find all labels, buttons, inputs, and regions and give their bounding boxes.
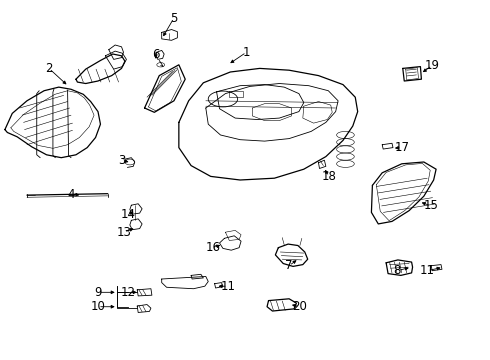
Text: 12: 12	[121, 286, 136, 299]
Text: 17: 17	[394, 141, 409, 154]
Text: 18: 18	[322, 170, 337, 183]
Text: 11: 11	[220, 280, 235, 293]
Text: 11: 11	[420, 264, 435, 277]
Text: 6: 6	[152, 48, 160, 61]
Text: 4: 4	[67, 188, 75, 201]
Text: 1: 1	[243, 46, 250, 59]
Text: 8: 8	[393, 264, 401, 277]
Text: 7: 7	[285, 259, 293, 272]
Text: 9: 9	[94, 286, 102, 299]
Text: 2: 2	[45, 62, 53, 75]
Text: 14: 14	[121, 208, 136, 221]
Text: 10: 10	[91, 300, 105, 313]
Text: 5: 5	[170, 12, 178, 24]
Text: 16: 16	[206, 241, 220, 254]
Text: 3: 3	[118, 154, 125, 167]
Text: 20: 20	[293, 300, 307, 313]
Text: 19: 19	[425, 59, 440, 72]
Text: 13: 13	[117, 226, 131, 239]
Text: 15: 15	[424, 199, 439, 212]
